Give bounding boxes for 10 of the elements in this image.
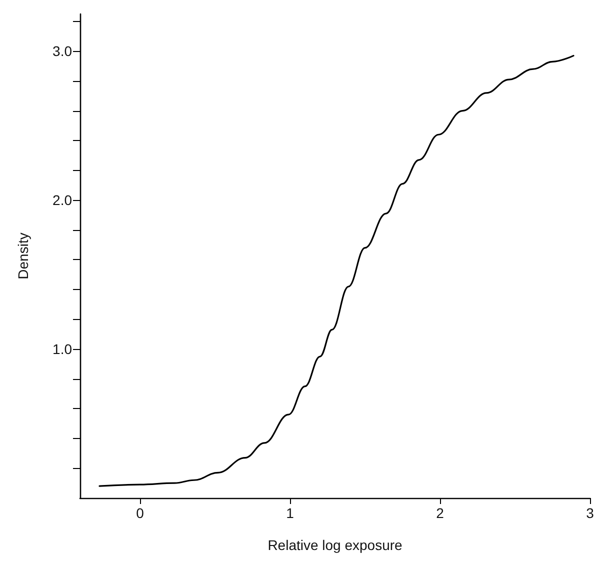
- y-tick-label: 3.0: [52, 43, 72, 60]
- y-tick-label: 2.0: [52, 192, 72, 208]
- x-tick-label: 2: [436, 505, 444, 521]
- y-tick-label: 1.0: [52, 341, 72, 358]
- x-tick-label: 3: [586, 505, 594, 521]
- x-tick-label: 1: [286, 505, 294, 521]
- line-series: [98, 54, 574, 487]
- y-axis-title: Density: [15, 232, 31, 280]
- x-axis-title: Relative log exposure: [268, 537, 403, 553]
- x-tick-label: 0: [136, 505, 144, 521]
